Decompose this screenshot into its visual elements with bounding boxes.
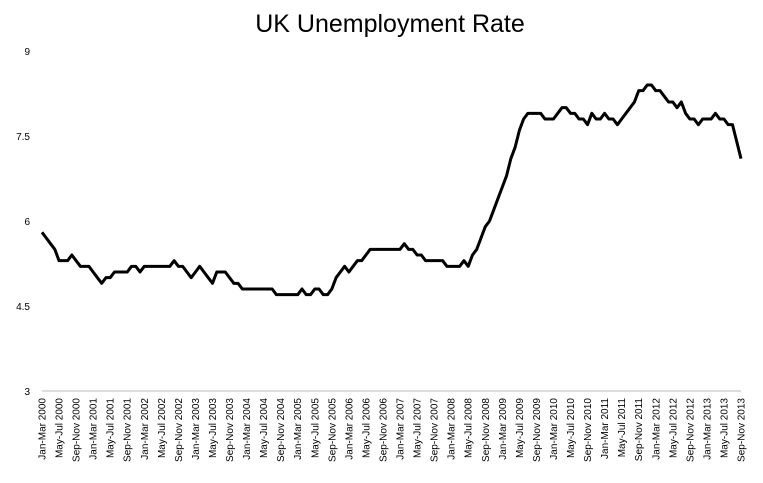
x-tick-label: May-Jul 2000 bbox=[55, 398, 66, 458]
x-tick-label: Jan-Mar 2013 bbox=[702, 398, 713, 460]
x-tick-label: Jan-Mar 2011 bbox=[600, 398, 611, 459]
y-tick-label: 3 bbox=[24, 387, 30, 398]
x-tick-label: Sep-Nov 2003 bbox=[225, 398, 236, 462]
x-tick-label: Sep-Nov 2006 bbox=[378, 398, 389, 462]
x-tick-label: Jan-Mar 2010 bbox=[549, 398, 560, 460]
x-tick-label: Sep-Nov 2010 bbox=[583, 398, 594, 462]
x-tick-label: Sep-Nov 2004 bbox=[276, 398, 287, 462]
x-tick-label: Jan-Mar 2007 bbox=[396, 398, 407, 460]
x-tick-label: Sep-Nov 2011 bbox=[634, 398, 645, 462]
x-tick-label: May-Jul 2011 bbox=[617, 398, 628, 458]
y-tick-label: 4.5 bbox=[16, 302, 30, 313]
x-tick-label: Sep-Nov 2005 bbox=[327, 398, 338, 462]
x-tick-label: Jan-Mar 2006 bbox=[344, 398, 355, 460]
x-tick-label: May-Jul 2010 bbox=[566, 398, 577, 458]
data-line bbox=[40, 83, 743, 297]
x-tick-label: Sep-Nov 2013 bbox=[737, 398, 748, 462]
x-tick-label: Jan-Mar 2002 bbox=[140, 398, 151, 460]
x-tick-label: May-Jul 2012 bbox=[668, 398, 679, 458]
x-tick-label: Sep-Nov 2000 bbox=[72, 398, 83, 462]
x-tick-label: Sep-Nov 2009 bbox=[532, 398, 543, 462]
x-tick-label: May-Jul 2002 bbox=[157, 398, 168, 458]
x-tick-label: Jan-Mar 2003 bbox=[191, 398, 202, 460]
x-tick-label: Sep-Nov 2002 bbox=[174, 398, 185, 462]
x-tick-label: May-Jul 2005 bbox=[310, 398, 321, 458]
x-tick-label: May-Jul 2007 bbox=[413, 398, 424, 458]
x-tick-label: May-Jul 2009 bbox=[515, 398, 526, 458]
x-tick-label: Sep-Nov 2012 bbox=[685, 398, 696, 462]
chart-title: UK Unemployment Rate bbox=[255, 10, 525, 38]
x-tick-label: Sep-Nov 2007 bbox=[430, 398, 441, 462]
x-tick-label: May-Jul 2013 bbox=[719, 398, 730, 458]
x-tick-label: Jan-Mar 2000 bbox=[38, 398, 49, 460]
x-tick-label: Sep-Nov 2008 bbox=[481, 398, 492, 462]
y-tick-label: 7.5 bbox=[16, 132, 30, 143]
x-tick-label: May-Jul 2001 bbox=[106, 398, 117, 458]
x-tick-label: Jan-Mar 2009 bbox=[498, 398, 509, 460]
y-tick-label: 6 bbox=[24, 217, 30, 228]
x-tick-label: Sep-Nov 2001 bbox=[123, 398, 134, 462]
x-tick-label: May-Jul 2003 bbox=[208, 398, 219, 458]
x-tick-label: Jan-Mar 2004 bbox=[242, 398, 253, 460]
x-tick-label: May-Jul 2004 bbox=[259, 398, 270, 458]
x-tick-label: Jan-Mar 2005 bbox=[293, 398, 304, 460]
x-tick-label: Jan-Mar 2012 bbox=[651, 398, 662, 460]
x-tick-label: May-Jul 2008 bbox=[464, 398, 475, 458]
x-tick-label: Jan-Mar 2001 bbox=[89, 398, 100, 460]
x-tick-label: Jan-Mar 2008 bbox=[447, 398, 458, 460]
y-tick-label: 9 bbox=[24, 47, 30, 58]
x-tick-label: May-Jul 2006 bbox=[361, 398, 372, 458]
